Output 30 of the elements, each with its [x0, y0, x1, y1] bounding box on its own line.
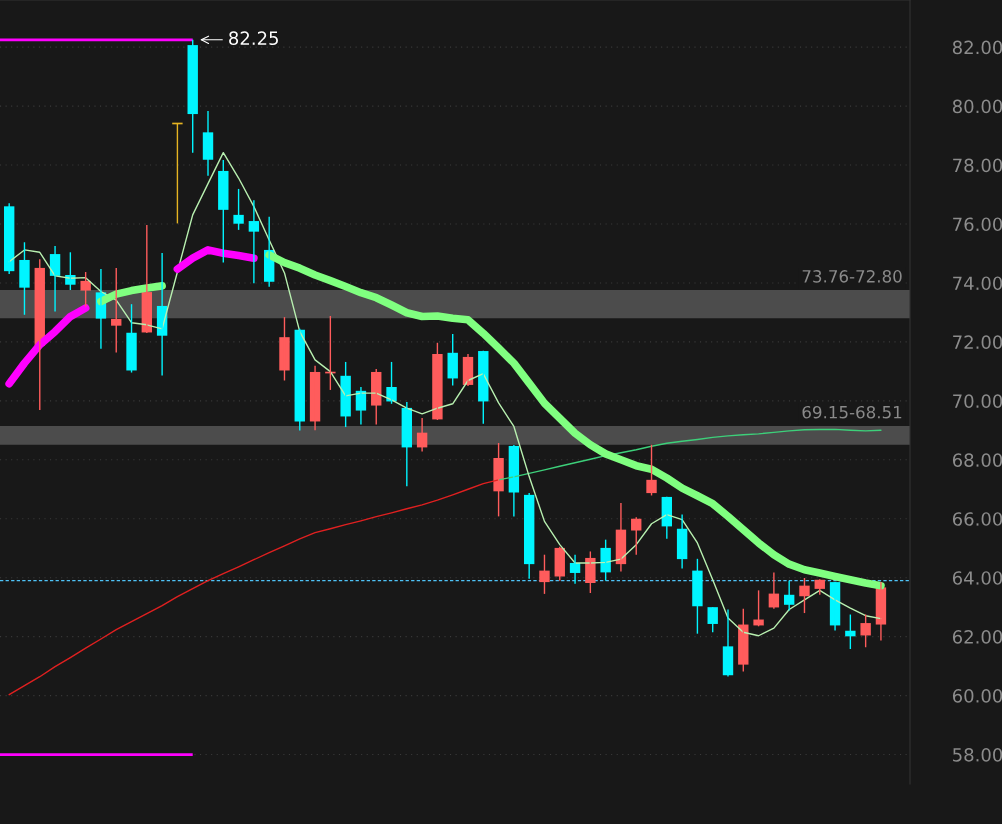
y-tick-label: 76.00 — [953, 217, 1002, 232]
candlestick — [646, 444, 657, 497]
candlestick — [279, 316, 290, 382]
y-tick-label: 80.00 — [952, 99, 1002, 114]
band-label: 73.76-72.80 — [802, 270, 902, 283]
y-tick-label: 74.00 — [953, 276, 1002, 291]
candlestick — [432, 342, 443, 421]
candlestick — [340, 361, 351, 428]
y-tick-label: 66.00 — [952, 512, 1002, 526]
y-tick-label: 68.00 — [952, 453, 1002, 467]
annotation: 82.25 — [229, 31, 278, 46]
y-tick-label: 82.00 — [952, 40, 1002, 55]
y-tick-label: 58.00 — [953, 747, 1002, 762]
y-tick-label: 64.00 — [952, 571, 1002, 585]
band-label: 69.15-68.51 — [802, 405, 902, 419]
candlestick — [19, 241, 30, 316]
y-tick-label: 70.00 — [953, 394, 1002, 408]
y-tick-label: 60.00 — [952, 689, 1002, 703]
candlestick — [600, 538, 611, 582]
candlestick — [80, 271, 91, 308]
candlestick — [860, 613, 871, 648]
candlestick — [539, 553, 550, 595]
candlestick — [126, 303, 137, 374]
y-tick-label: 78.00 — [953, 158, 1002, 173]
candlestick — [692, 558, 703, 635]
candlestick — [799, 577, 810, 614]
y-tick-label: 72.00 — [953, 335, 1002, 350]
candlestick — [493, 442, 504, 518]
y-tick-label: 62.00 — [952, 630, 1002, 644]
candlestick — [233, 188, 244, 231]
